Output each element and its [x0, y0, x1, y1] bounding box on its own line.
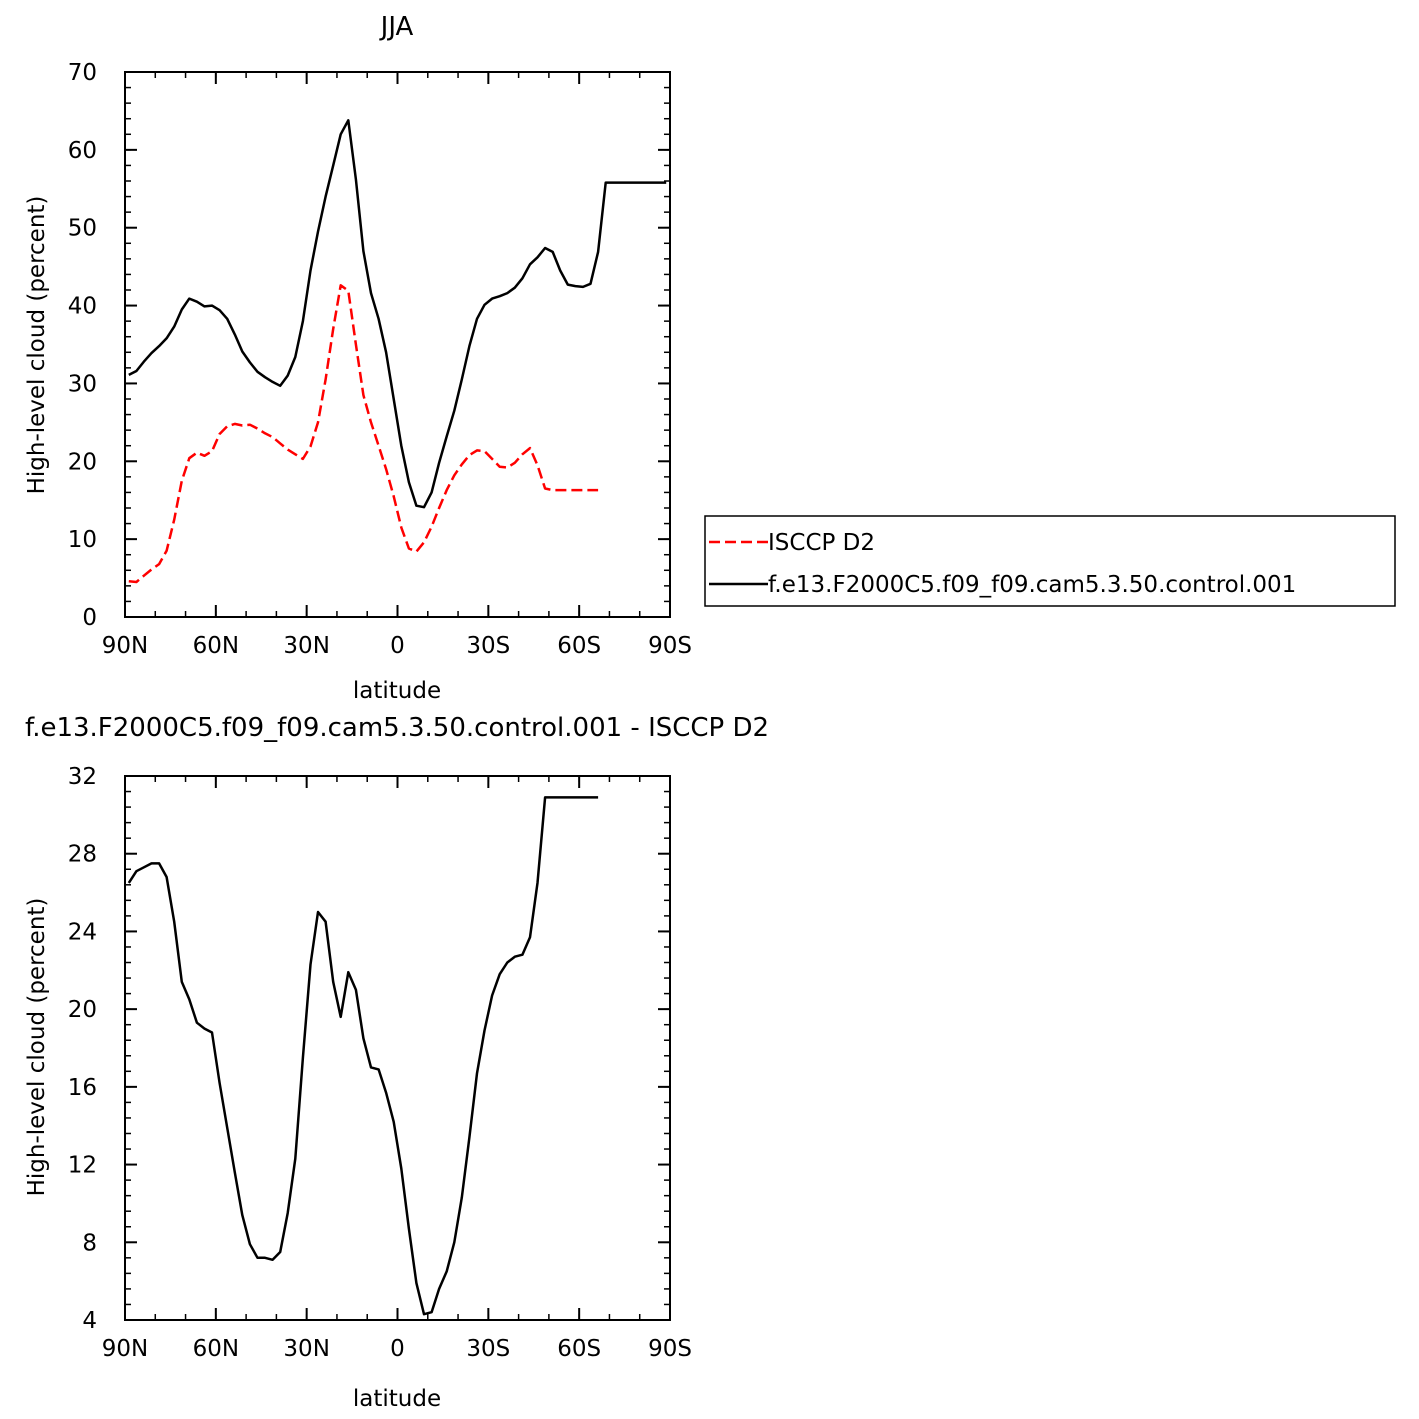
x-tick-label: 30S — [466, 1336, 510, 1362]
y-tick-label: 10 — [68, 527, 97, 553]
y-tick-label: 70 — [68, 60, 97, 86]
x-tick-label: 60S — [557, 1336, 601, 1362]
x-tick-label: 0 — [390, 633, 405, 659]
chart-bottom-axes: 90N 60N 30N 0 30S 60S 90S 4 8 12 16 20 24 28 32 — [68, 764, 692, 1362]
series-line-0 — [128, 284, 599, 584]
x-tick-label: 30N — [283, 633, 329, 659]
x-tick-label: 60N — [193, 1336, 239, 1362]
y-tick-label: 40 — [68, 294, 97, 320]
series-line-0 — [127, 796, 599, 1316]
legend-label-isccp: ISCCP D2 — [768, 530, 875, 556]
x-tick-label: 30S — [466, 633, 510, 659]
y-tick-label: 8 — [82, 1230, 97, 1256]
y-tick-label: 24 — [68, 919, 97, 945]
y-tick-label: 20 — [68, 997, 97, 1023]
x-tick-label: 30N — [283, 1336, 329, 1362]
legend-label-model: f.e13.F2000C5.f09_f09.cam5.3.50.control.… — [768, 572, 1296, 598]
chart-top-series — [128, 119, 667, 584]
legend-box — [704, 515, 1396, 607]
y-tick-label: 12 — [68, 1153, 97, 1179]
plot-frame — [124, 71, 671, 618]
plot-frame — [124, 775, 671, 1321]
y-tick-label: 4 — [82, 1308, 97, 1334]
y-tick-label: 16 — [68, 1075, 97, 1101]
chart-top-legend: ISCCP D2 f.e13.F2000C5.f09_f09.cam5.3.50… — [704, 515, 1396, 607]
chart-top-ylabel: High-level cloud (percent) — [24, 196, 50, 495]
y-tick-label: 60 — [68, 138, 97, 164]
chart-bottom-title: f.e13.F2000C5.f09_f09.cam5.3.50.control.… — [25, 713, 769, 743]
x-tick-label: 90S — [648, 633, 692, 659]
chart-bottom-ylabel: High-level cloud (percent) — [24, 898, 50, 1197]
y-tick-label: 50 — [68, 216, 97, 242]
chart-top-xlabel: latitude — [353, 678, 441, 704]
x-tick-label: 0 — [390, 1336, 405, 1362]
chart-bottom-series — [127, 796, 599, 1316]
x-tick-label: 60N — [193, 633, 239, 659]
chart-bottom: f.e13.F2000C5.f09_f09.cam5.3.50.control.… — [24, 713, 769, 1412]
chart-top-axes: 90N 60N 30N 0 30S 60S 90S 0 10 20 30 40 50 60 70 — [68, 60, 692, 659]
x-tick-label: 60S — [557, 633, 601, 659]
y-tick-label: 0 — [82, 605, 97, 631]
chart-top: JJA latitude High-level cloud (percent) … — [24, 12, 1396, 704]
x-tick-label: 90N — [102, 633, 148, 659]
y-tick-label: 30 — [68, 371, 97, 397]
x-tick-label: 90N — [102, 1336, 148, 1362]
series-line-1 — [128, 119, 667, 509]
x-tick-label: 90S — [648, 1336, 692, 1362]
chart-top-title: JJA — [379, 12, 414, 42]
y-tick-label: 28 — [68, 842, 97, 868]
y-tick-label: 20 — [68, 449, 97, 475]
y-tick-label: 32 — [68, 764, 97, 790]
chart-bottom-xlabel: latitude — [353, 1386, 441, 1412]
